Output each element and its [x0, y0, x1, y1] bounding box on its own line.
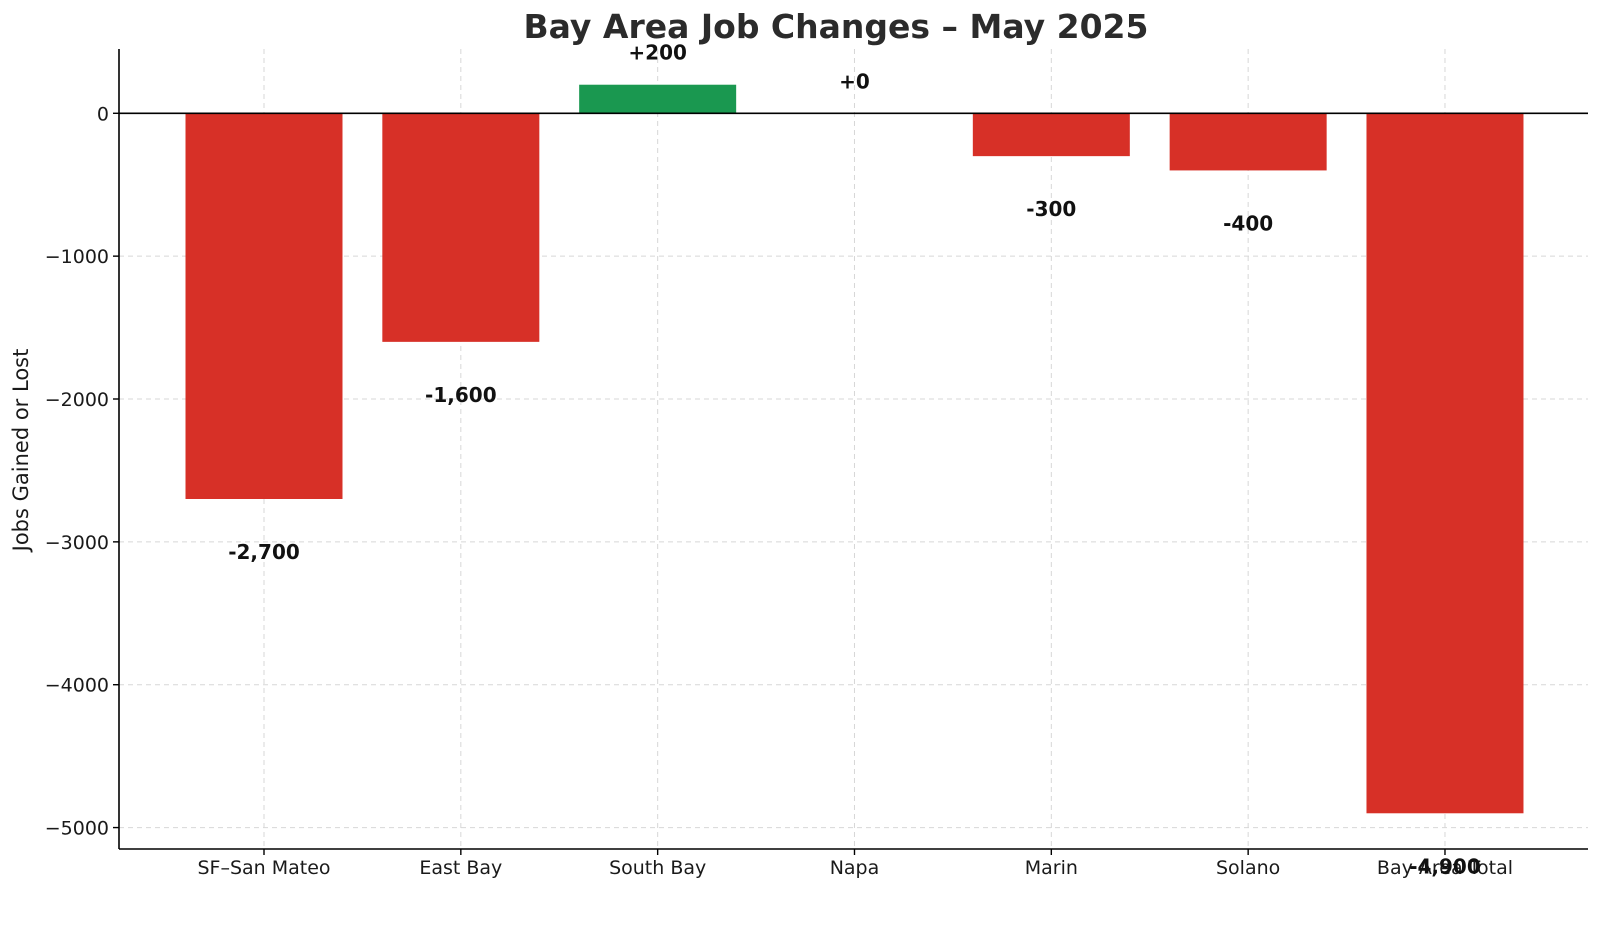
bar	[185, 113, 343, 500]
x-tick-label: Marin	[1025, 857, 1078, 879]
y-tick-label: −5000	[45, 818, 109, 840]
y-tick-label: −3000	[45, 532, 109, 554]
x-tick-label: South Bay	[609, 857, 706, 879]
data-label: +0	[839, 69, 870, 93]
data-label: -1,600	[425, 383, 497, 407]
axes-layer	[113, 49, 1588, 855]
y-tick-label: −1000	[45, 246, 109, 268]
data-label: -4,900	[1409, 854, 1481, 878]
x-tick-label: Bay Area Total	[1377, 857, 1513, 879]
x-tick-label: SF–San Mateo	[197, 857, 330, 879]
data-label: -400	[1223, 211, 1273, 235]
bar	[1366, 113, 1524, 814]
y-tick-label: 0	[97, 103, 109, 125]
labels-layer: 0 −1000 −2000 −3000 −4000 −5000 SF–San Mateo Ea…	[45, 41, 1513, 879]
bar	[382, 113, 540, 342]
bar	[972, 113, 1130, 157]
y-tick-label: −2000	[45, 389, 109, 411]
data-label: -2,700	[228, 540, 300, 564]
bars-layer	[185, 84, 1524, 814]
y-tick-label: −4000	[45, 675, 109, 697]
y-axis-label: Jobs Gained or Lost	[9, 349, 33, 554]
data-label: -300	[1026, 197, 1076, 221]
bar	[579, 84, 737, 114]
bar	[1169, 113, 1327, 171]
chart-title: Bay Area Job Changes – May 2025	[524, 7, 1149, 46]
grid-layer	[119, 49, 1588, 849]
data-label: +200	[628, 41, 687, 65]
x-tick-label: Napa	[830, 857, 880, 879]
x-tick-label: Solano	[1216, 857, 1280, 879]
x-tick-label: East Bay	[419, 857, 502, 879]
